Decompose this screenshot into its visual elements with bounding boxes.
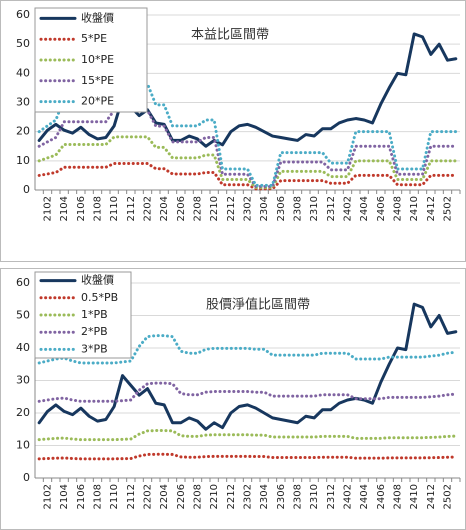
x-tick-label: 2306	[276, 484, 287, 509]
x-tick-label: 2102	[43, 196, 54, 221]
y-tick-label: 30	[16, 374, 30, 387]
legend-label: 10*PE	[81, 53, 114, 66]
x-tick-label: 2302	[243, 484, 254, 509]
x-tick-label: 2408	[393, 196, 404, 221]
y-tick-label: 40	[16, 66, 30, 79]
x-tick-label: 2108	[93, 484, 104, 509]
x-tick-label: 2210	[209, 196, 220, 221]
x-tick-label: 2206	[176, 484, 187, 509]
x-tick-label: 2308	[293, 484, 304, 509]
x-tick-label: 2212	[226, 484, 237, 509]
chart-title: 股價淨值比區間帶	[206, 297, 310, 313]
series-line	[37, 82, 458, 187]
x-tick-label: 2502	[443, 484, 454, 509]
x-tick-label: 2208	[193, 196, 204, 221]
x-tick-label: 2310	[309, 196, 320, 221]
series-line	[37, 452, 458, 461]
y-tick-label: 20	[16, 406, 30, 419]
x-tick-label: 2402	[343, 196, 354, 221]
y-tick-label: 10	[16, 154, 30, 167]
legend-label: 1*PB	[81, 308, 108, 321]
legend-label: 20*PE	[81, 95, 114, 108]
x-tick-label: 2208	[193, 484, 204, 509]
x-tick-label: 2304	[259, 196, 270, 221]
x-tick-label: 2106	[76, 484, 87, 509]
x-tick-label: 2302	[243, 196, 254, 221]
x-tick-label: 2112	[126, 484, 137, 509]
x-tick-label: 2406	[376, 484, 387, 509]
x-tick-label: 2212	[226, 196, 237, 221]
x-tick-label: 2306	[276, 196, 287, 221]
legend-label: 15*PE	[81, 74, 114, 87]
x-tick-label: 2404	[359, 484, 370, 509]
x-tick-label: 2204	[159, 196, 170, 221]
x-tick-label: 2410	[409, 484, 420, 509]
legend-label: 5*PE	[81, 32, 107, 45]
legend-label: 0.5*PB	[81, 291, 118, 304]
x-tick-label: 2206	[176, 196, 187, 221]
legend-label: 收盤價	[81, 10, 114, 24]
series-line	[37, 302, 458, 431]
chart: 0 10 20 30 40 50 60 2102 2104 2106 2108 2110 2112 220…	[0, 268, 466, 530]
x-tick-label: 2410	[409, 196, 420, 221]
x-tick-label: 2202	[143, 196, 154, 221]
x-tick-label: 2406	[376, 196, 387, 221]
series-line	[37, 135, 458, 190]
x-tick-label: 2204	[159, 484, 170, 509]
y-tick-label: 60	[16, 276, 30, 289]
series-line	[37, 381, 458, 403]
x-tick-label: 2408	[393, 484, 404, 509]
x-tick-label: 2202	[143, 484, 154, 509]
x-tick-label: 2308	[293, 196, 304, 221]
x-tick-label: 2402	[343, 484, 354, 509]
legend-label: 收盤價	[81, 273, 114, 287]
x-tick-label: 2502	[443, 196, 454, 221]
x-tick-label: 2110	[109, 196, 120, 221]
chart-title: 本益比區間帶	[191, 28, 269, 43]
x-tick-label: 2312	[326, 484, 337, 509]
x-tick-label: 2304	[259, 484, 270, 509]
legend-label: 2*PB	[81, 325, 108, 338]
y-tick-label: 0	[23, 471, 30, 484]
y-tick-label: 0	[23, 183, 30, 196]
series-line	[37, 32, 458, 148]
x-tick-label: 2412	[426, 484, 437, 509]
y-tick-label: 50	[16, 309, 30, 322]
y-tick-label: 20	[16, 125, 30, 138]
x-tick-label: 2110	[109, 484, 120, 509]
x-tick-label: 2108	[93, 196, 104, 221]
series-line	[37, 108, 458, 188]
x-tick-label: 2210	[209, 484, 220, 509]
y-tick-label: 40	[16, 341, 30, 354]
x-tick-label: 2102	[43, 484, 54, 509]
y-tick-label: 30	[16, 96, 30, 109]
series-line	[37, 161, 458, 191]
x-tick-label: 2412	[426, 196, 437, 221]
y-tick-label: 50	[16, 37, 30, 50]
x-tick-label: 2112	[126, 196, 137, 221]
x-tick-label: 2312	[326, 196, 337, 221]
y-tick-label: 60	[16, 8, 30, 21]
x-tick-label: 2310	[309, 484, 320, 509]
chart: 0 10 20 30 40 50 60 2102 2104 2106 2108 2110 2112 220…	[0, 0, 466, 262]
x-tick-label: 2106	[76, 196, 87, 221]
x-tick-label: 2104	[59, 196, 70, 221]
x-tick-label: 2404	[359, 196, 370, 221]
y-tick-label: 10	[16, 439, 30, 452]
series-line	[37, 429, 458, 442]
x-tick-label: 2104	[59, 484, 70, 509]
legend-label: 3*PB	[81, 342, 108, 355]
